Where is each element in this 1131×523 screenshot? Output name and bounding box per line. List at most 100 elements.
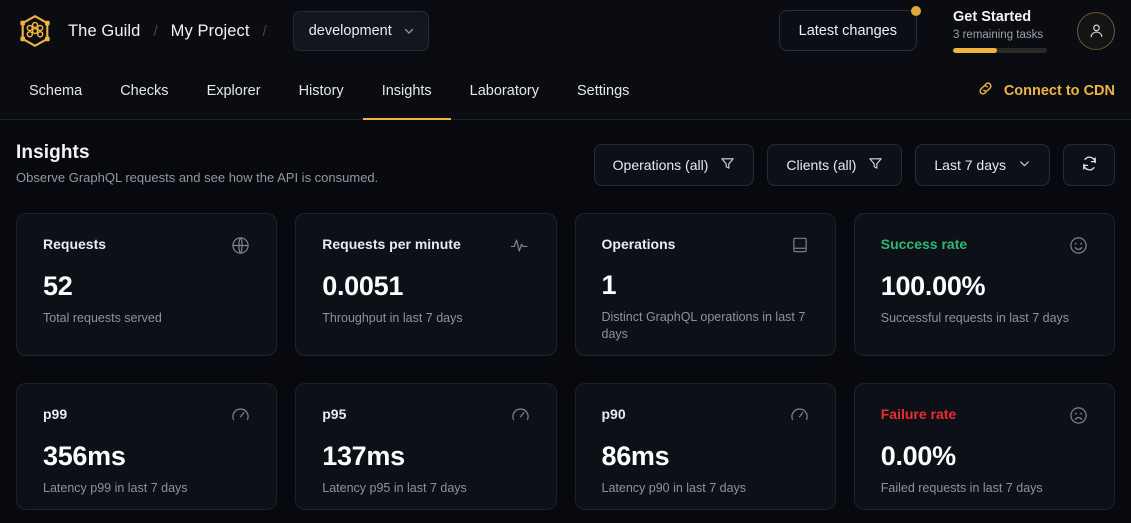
date-range-label: Last 7 days (934, 157, 1006, 173)
metric-card-header: Failure rate (881, 406, 1088, 430)
nav-tabs: Schema Checks Explorer History Insights Labor… (10, 62, 648, 120)
metric-card-p99: p99 356ms Latency p99 in last 7 days (16, 383, 278, 510)
metric-card-header: p90 (602, 406, 809, 430)
metric-card-value: 52 (43, 271, 73, 301)
link-chain-icon (977, 80, 994, 101)
nav-tab-insights[interactable]: Insights (362, 62, 451, 120)
top-bar: The Guild / My Project / development Lat… (0, 0, 1131, 62)
metric-card-header: Requests per minute (322, 236, 529, 260)
metric-card-label: p99 (43, 406, 68, 422)
date-range-selector[interactable]: Last 7 days (915, 144, 1050, 186)
nav-tab-label: Laboratory (469, 82, 539, 99)
environment-selector-label: development (308, 23, 392, 39)
frown-icon (1069, 406, 1088, 430)
nav-tab-schema[interactable]: Schema (10, 62, 101, 119)
metric-card-value: 1 (601, 270, 617, 300)
metric-card-description: Total requests served (43, 311, 162, 325)
notification-dot-icon (911, 6, 921, 17)
nav-tab-settings[interactable]: Settings (558, 62, 648, 119)
metric-card-header: p99 (43, 406, 250, 430)
filter-funnel-icon (868, 156, 883, 174)
connect-to-cdn-link[interactable]: Connect to CDN (977, 62, 1115, 119)
metric-card-p90: p90 86ms Latency p90 in last 7 days (574, 383, 836, 510)
metric-card-header: Operations (602, 236, 809, 259)
refresh-icon (1081, 155, 1098, 175)
page-subtitle: Observe GraphQL requests and see how the… (16, 170, 379, 185)
nav-tab-label: Explorer (206, 82, 261, 99)
clients-filter-button[interactable]: Clients (all) (767, 144, 903, 186)
metric-card-p95: p95 137ms Latency p95 in last 7 days (295, 383, 557, 510)
metric-card-value: 0.0051 (322, 271, 404, 301)
nav-tab-explorer[interactable]: Explorer (188, 62, 280, 119)
insights-heading-block: Insights Observe GraphQL requests and se… (16, 142, 378, 185)
insights-controls: Operations (all) Clients (all) (593, 142, 1115, 186)
gauge-icon (231, 406, 250, 430)
main-nav: Schema Checks Explorer History Insights Labor… (0, 62, 1131, 120)
get-started-widget[interactable]: Get Started 3 remaining tasks (953, 9, 1049, 54)
metric-card-label: Requests per minute (322, 236, 461, 252)
metric-card-value: 0.00% (880, 441, 956, 471)
metric-card-failure-rate: Failure rate 0.00% Failed requests in last… (853, 383, 1115, 510)
nav-tab-label: Insights (381, 82, 432, 99)
metric-card-description: Latency p99 in last 7 days (43, 481, 188, 495)
metric-card-requests-per-minute: Requests per minute 0.0051 Throughput in l… (295, 213, 557, 356)
metric-card-label: Operations (601, 236, 676, 252)
smile-icon (1069, 236, 1088, 260)
metrics-grid-row-1: Requests 52 Total requests served Requests … (16, 213, 1115, 356)
top-bar-right: Latest changes Get Started 3 remaining t… (778, 6, 1115, 54)
avatar[interactable] (1077, 11, 1115, 50)
nav-tab-label: History (298, 82, 344, 99)
chevron-down-icon (1018, 157, 1031, 173)
metric-card-description: Throughput in last 7 days (322, 311, 463, 325)
book-icon (791, 236, 809, 259)
metric-card-label: p95 (322, 406, 347, 422)
latest-changes-button[interactable]: Latest changes (778, 6, 921, 52)
get-started-remaining-tasks: 3 remaining tasks (953, 29, 1044, 42)
environment-selector[interactable]: development (292, 11, 429, 51)
breadcrumb-separator-1: / (153, 22, 158, 40)
metric-card-value: 356ms (43, 441, 126, 471)
gauge-icon (511, 406, 530, 430)
the-guild-logo-icon[interactable] (18, 14, 52, 48)
breadcrumb-org[interactable]: The Guild (68, 21, 141, 40)
get-started-progress-bar (953, 48, 1047, 54)
metric-card-description: Latency p90 in last 7 days (601, 481, 747, 495)
metric-card-header: p95 (322, 406, 529, 430)
gauge-icon (790, 406, 809, 430)
get-started-progress-fill (953, 48, 998, 54)
latest-changes-label: Latest changes (798, 22, 897, 39)
metric-card-label: Failure rate (880, 406, 957, 422)
metric-card-description: Successful requests in last 7 days (880, 311, 1070, 325)
breadcrumb-separator-2: / (262, 22, 267, 40)
filter-funnel-icon (720, 156, 735, 174)
breadcrumb: The Guild / My Project / development (18, 11, 429, 51)
nav-tab-history[interactable]: History (280, 62, 363, 119)
metric-card-description: Failed requests in last 7 days (880, 481, 1043, 495)
metric-card-success-rate: Success rate 100.00% Successful requests i… (853, 213, 1115, 356)
metric-card-description: Latency p95 in last 7 days (322, 481, 467, 495)
refresh-button[interactable] (1063, 144, 1115, 186)
nav-tab-label: Schema (29, 82, 83, 99)
metric-card-operations: Operations 1 Distinct GraphQL operations i… (574, 213, 836, 356)
metric-card-label: Success rate (880, 236, 968, 252)
metric-card-value: 86ms (601, 441, 670, 471)
breadcrumb-project[interactable]: My Project (170, 21, 250, 40)
activity-icon (510, 236, 530, 260)
insights-content: Insights Observe GraphQL requests and se… (0, 120, 1131, 523)
page-title: Insights (16, 142, 90, 163)
metric-card-requests: Requests 52 Total requests served (16, 213, 278, 356)
nav-tab-label: Settings (577, 82, 630, 99)
insights-header: Insights Observe GraphQL requests and se… (16, 142, 1115, 186)
operations-filter-label: Operations (all) (612, 157, 709, 173)
nav-tab-checks[interactable]: Checks (101, 62, 187, 119)
metric-card-header: Success rate (881, 236, 1088, 260)
metric-card-header: Requests (43, 236, 250, 260)
nav-tab-laboratory[interactable]: Laboratory (451, 62, 558, 119)
operations-filter-button[interactable]: Operations (all) (593, 144, 755, 186)
metrics-grid-row-2: p99 356ms Latency p99 in last 7 days p95 137… (16, 383, 1115, 510)
metric-card-description: Distinct GraphQL operations in last 7 da… (601, 310, 806, 341)
globe-icon (231, 236, 250, 260)
metric-card-label: Requests (43, 236, 107, 252)
metric-card-label: p90 (601, 406, 626, 422)
